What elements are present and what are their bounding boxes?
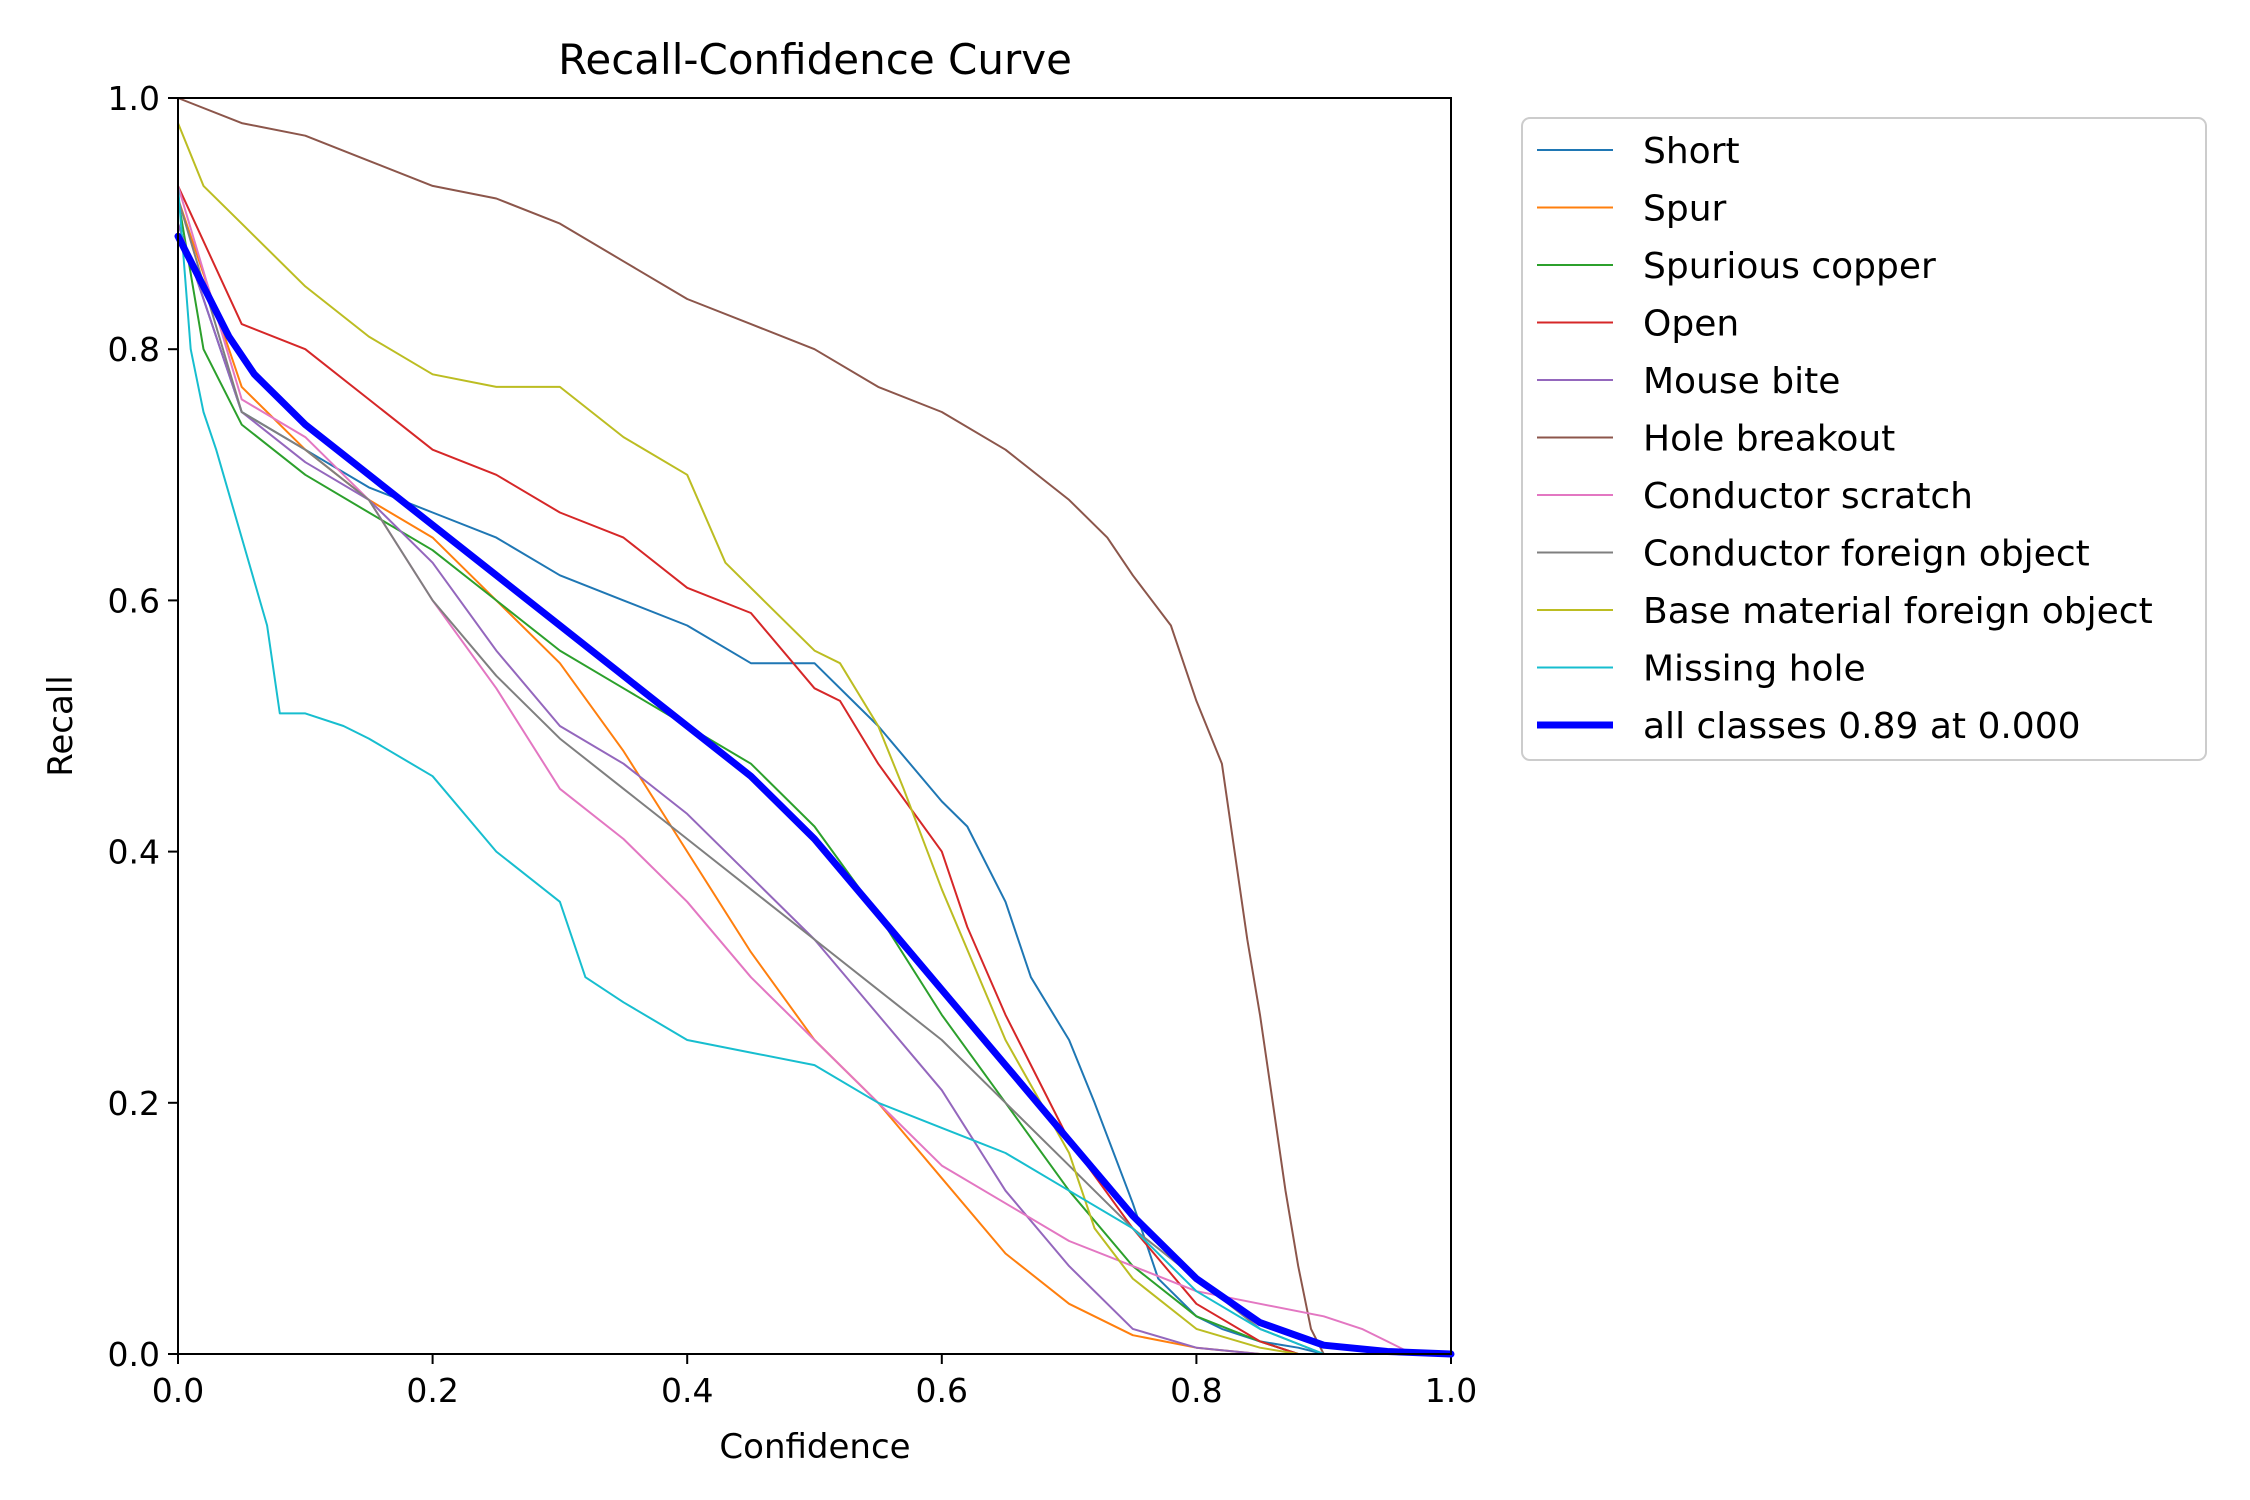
series-line-conductor-scratch (177, 184, 1414, 1355)
legend-label-spur: Spur (1643, 189, 1727, 230)
legend-label-all-classes-0-89-at-0-000: all classes 0.89 at 0.000 (1643, 706, 2081, 747)
chart-title: Recall-Confidence Curve (558, 35, 1072, 84)
y-tick-label: 0.2 (108, 1084, 160, 1123)
series-line-hole-breakout (177, 97, 1325, 1355)
series-line-short (177, 222, 1325, 1355)
y-tick-label: 0.8 (108, 330, 160, 369)
legend-label-hole-breakout: Hole breakout (1643, 419, 1895, 460)
x-tick-label: 0.0 (152, 1371, 204, 1410)
legend-label-open: Open (1643, 304, 1739, 345)
plot-lines (174, 97, 1455, 1358)
x-tick-label: 0.6 (916, 1371, 968, 1410)
legend-label-short: Short (1643, 131, 1740, 172)
y-axis-label: Recall (41, 675, 81, 776)
x-tick-label: 0.4 (661, 1371, 713, 1410)
legend-label-base-material-foreign-object: Base material foreign object (1643, 591, 2153, 632)
x-tick-label: 1.0 (1425, 1371, 1477, 1410)
legend-label-conductor-scratch: Conductor scratch (1643, 476, 1973, 517)
x-tick-label: 0.8 (1170, 1371, 1222, 1410)
series-line-all-classes-0-89-at-0-000 (174, 232, 1455, 1358)
legend-label-spurious-copper: Spurious copper (1643, 246, 1936, 287)
x-axis-label: Confidence (719, 1427, 910, 1467)
y-tick-label: 1.0 (108, 79, 160, 118)
y-tick-label: 0.4 (108, 833, 160, 872)
y-tick-label: 0.0 (108, 1335, 160, 1374)
axis-ticks: 0.0 0.2 0.4 0.6 0.8 1.0 0.0 0.2 0.4 0.6 0.8 1.0 (108, 79, 1478, 1410)
legend-box (1521, 117, 2207, 761)
plot-frame (177, 97, 1452, 1355)
series-line-missing-hole (177, 184, 1325, 1355)
series-line-mouse-bite (177, 222, 1261, 1355)
x-tick-label: 0.2 (406, 1371, 458, 1410)
legend-label-conductor-foreign-object: Conductor foreign object (1643, 534, 2090, 575)
series-line-spurious-copper (177, 197, 1300, 1355)
legend-label-missing-hole: Missing hole (1643, 649, 1866, 690)
legend-label-mouse-bite: Mouse bite (1643, 361, 1840, 402)
series-line-open (177, 184, 1300, 1355)
y-tick-label: 0.6 (108, 581, 160, 620)
series-line-base-material-foreign-object (177, 122, 1300, 1355)
legend: Short Spur Spurious copper Open Mouse bite Ho… (1521, 117, 2207, 761)
